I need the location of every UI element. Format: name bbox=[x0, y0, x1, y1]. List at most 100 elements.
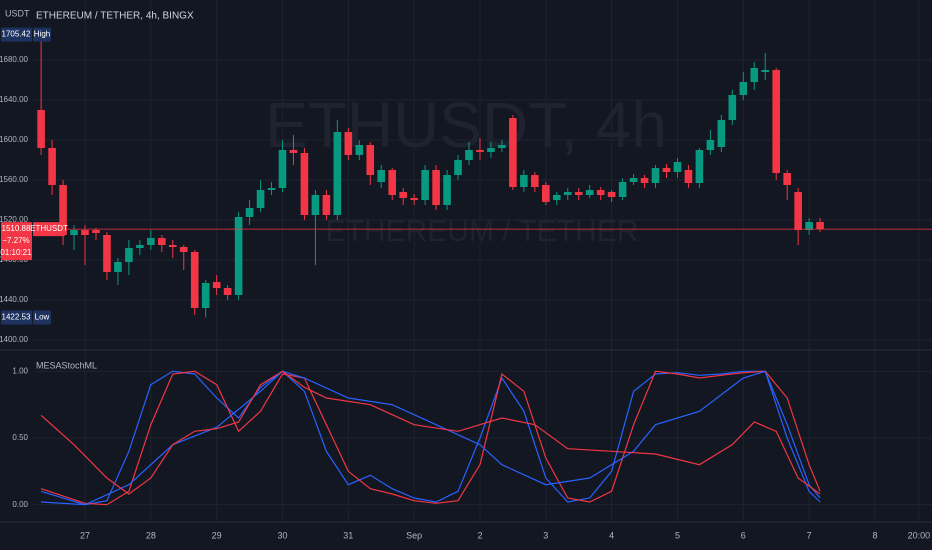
candle-body bbox=[585, 190, 594, 195]
symbol-badge bbox=[33, 222, 65, 237]
indicator-line bbox=[41, 370, 821, 506]
candle-body bbox=[487, 148, 495, 152]
x-tick-label: 4 bbox=[609, 530, 614, 540]
candle-body bbox=[278, 150, 287, 188]
candle-body bbox=[651, 168, 660, 183]
candle-body bbox=[443, 175, 451, 205]
low-text: Low bbox=[35, 313, 50, 322]
candle-body bbox=[201, 283, 210, 308]
x-tick-label: 31 bbox=[343, 530, 353, 540]
countdown: 01:10:21 bbox=[0, 248, 32, 257]
x-tick-label: 7 bbox=[807, 530, 812, 540]
candle-body bbox=[750, 68, 759, 82]
y-tick-label: 0.00 bbox=[12, 500, 28, 509]
candle-body bbox=[256, 190, 265, 208]
x-tick-label: 29 bbox=[212, 530, 222, 540]
candle-body bbox=[563, 192, 572, 195]
candle-body bbox=[48, 148, 56, 185]
indicator-line bbox=[40, 370, 821, 506]
x-tick-label: 8 bbox=[872, 530, 877, 540]
candle-body bbox=[366, 145, 375, 175]
candle-body bbox=[311, 195, 320, 215]
candle-body bbox=[498, 145, 506, 148]
candle-body bbox=[179, 247, 188, 252]
indicator-line bbox=[40, 370, 821, 495]
candle-body bbox=[223, 288, 232, 295]
candle-body bbox=[190, 252, 199, 308]
candle-body bbox=[596, 190, 605, 195]
candle-body bbox=[125, 248, 133, 262]
candle-body bbox=[454, 160, 462, 175]
low-value: 1422.53 bbox=[2, 313, 31, 322]
candle-body bbox=[410, 198, 418, 200]
candle-body bbox=[355, 145, 364, 155]
candle-body bbox=[388, 170, 397, 195]
x-tick-label: 5 bbox=[675, 530, 680, 540]
unit: USDT bbox=[5, 8, 30, 18]
candle-body bbox=[289, 150, 298, 153]
high-value: 1705.42 bbox=[2, 30, 31, 39]
candle-body bbox=[322, 195, 331, 215]
candle-body bbox=[476, 150, 484, 152]
candle-body bbox=[103, 235, 111, 272]
candle-body bbox=[92, 230, 100, 233]
indicator-line bbox=[40, 370, 821, 506]
candle-body bbox=[344, 132, 353, 155]
candle-body bbox=[542, 185, 550, 202]
candle-body bbox=[377, 170, 386, 182]
candle-body bbox=[794, 192, 802, 230]
candle-body bbox=[421, 170, 429, 200]
indicator-title: MESAStochML bbox=[36, 360, 97, 370]
y-tick-label: 1680.00 bbox=[0, 55, 29, 64]
candle-body bbox=[245, 208, 254, 217]
candle-body bbox=[234, 217, 243, 295]
candle-body bbox=[432, 170, 440, 205]
candle-body bbox=[805, 222, 813, 230]
candle-body bbox=[399, 192, 407, 198]
candle-body bbox=[695, 150, 704, 183]
candle-body bbox=[333, 132, 342, 215]
low-badge bbox=[1, 310, 32, 325]
y-tick-label: 1400.00 bbox=[0, 335, 29, 344]
candle-body bbox=[728, 95, 737, 120]
candle-body bbox=[300, 153, 309, 215]
candle-body bbox=[574, 192, 583, 195]
y-tick-label: 1520.00 bbox=[0, 215, 29, 224]
x-tick-label: 28 bbox=[146, 530, 156, 540]
candle-body bbox=[717, 120, 726, 147]
candle-body bbox=[629, 178, 638, 182]
y-tick-label: 1600.00 bbox=[0, 135, 29, 144]
candle-body bbox=[607, 192, 616, 197]
watermark: ETHUSDT, 4h bbox=[265, 89, 667, 161]
y-tick-label: 1640.00 bbox=[0, 95, 29, 104]
candle-body bbox=[70, 230, 78, 235]
candle-body bbox=[509, 118, 517, 187]
candle-body bbox=[772, 70, 781, 173]
low-tag bbox=[33, 310, 51, 325]
symbol: ETHUSDT bbox=[30, 224, 68, 233]
candle-body bbox=[465, 150, 473, 160]
candle-body bbox=[640, 178, 649, 183]
candle-body bbox=[520, 175, 528, 187]
x-tick-label: 27 bbox=[80, 530, 90, 540]
y-tick-label: 1.00 bbox=[12, 366, 28, 375]
candle-body bbox=[531, 175, 539, 187]
plot bbox=[33, 34, 932, 506]
x-tick-label: Sep bbox=[406, 530, 422, 540]
candle-body bbox=[618, 182, 627, 197]
candle-body bbox=[81, 230, 89, 235]
x-tick-label: 30 bbox=[277, 530, 287, 540]
candle-body bbox=[684, 170, 693, 183]
candle-body bbox=[147, 238, 155, 245]
price-change: −7.27% bbox=[2, 236, 29, 245]
candle-body bbox=[267, 188, 276, 190]
watermark-sub: ETHEREUM / TETHER bbox=[326, 215, 639, 248]
y-tick-label: 0.50 bbox=[12, 433, 28, 442]
grid bbox=[33, 0, 932, 522]
high-badge bbox=[1, 27, 32, 42]
candle-body bbox=[552, 195, 561, 200]
x-tick-label: 2 bbox=[477, 530, 482, 540]
candle-body bbox=[761, 70, 770, 72]
candle-body bbox=[662, 168, 671, 172]
